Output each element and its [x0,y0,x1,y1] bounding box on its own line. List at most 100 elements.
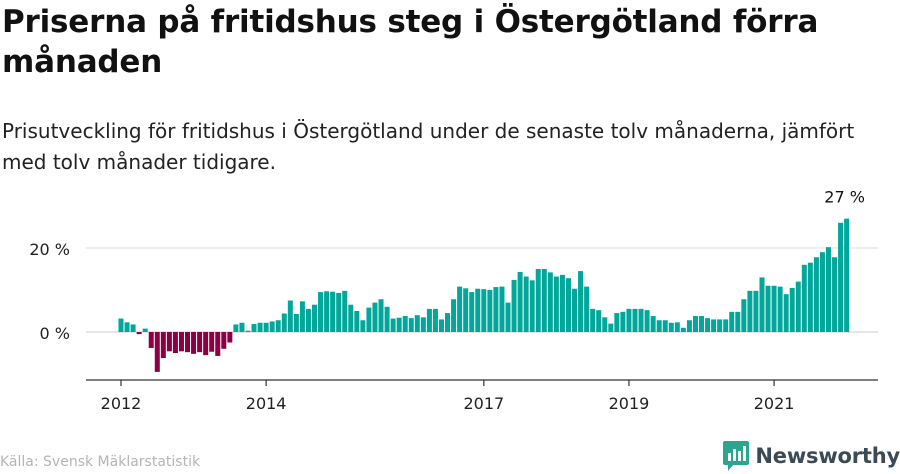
x-tick-label: 2021 [754,394,795,413]
bar [620,311,626,332]
bar [160,332,166,359]
bar [475,288,481,332]
bar [354,311,360,332]
bar [596,310,602,332]
bar [318,292,324,332]
bar [783,294,789,332]
brand-logo: Newsworthy [723,440,900,472]
bar [602,317,608,332]
bar [324,291,330,332]
bar [819,252,825,332]
bar [209,332,215,352]
bar [644,310,650,332]
bar [523,276,529,332]
bar-chart: 0 % 20 % 2012 2014 2017 2019 2021 27 % [29,188,878,413]
bar [632,308,638,332]
bar [559,274,565,332]
bar [741,299,747,332]
bar [233,324,239,332]
bar [178,332,184,352]
bar [366,307,372,332]
bar [396,317,402,332]
newsworthy-logo-icon [723,441,750,471]
bar [185,332,191,353]
bar [269,321,275,332]
bar [541,269,547,332]
bar [668,322,674,332]
bar [692,316,698,332]
chart-title: Priserna på fritidshus steg i Östergötla… [2,4,819,80]
bar [136,332,142,335]
bar [293,313,299,332]
bar [330,291,336,332]
bar [505,302,511,332]
bar [529,280,535,332]
bar [662,320,668,332]
bar [626,308,632,332]
bar [711,319,717,332]
bar [360,320,366,332]
bar [553,276,559,332]
bar [469,292,475,332]
bar [215,332,221,356]
bar [227,332,233,343]
bar [674,322,680,332]
x-axis-ticks: 2012 2014 2017 2019 2021 [101,380,795,413]
bar [584,286,590,332]
bar [656,320,662,332]
bar [777,286,783,332]
bar [729,311,735,332]
x-tick-label: 2014 [246,394,287,413]
bar [426,308,432,332]
bar [511,279,517,332]
bar [257,322,263,332]
bar [590,308,596,332]
bar [197,332,203,353]
bar [493,287,499,332]
bar [275,320,281,332]
bar [251,324,257,332]
bar [390,318,396,332]
bar [420,317,426,332]
bar [263,322,269,332]
bar [614,313,620,332]
bar [771,285,777,332]
bar [535,269,541,332]
bar [408,318,414,332]
last-value-label: 27 % [824,188,865,207]
bar [844,218,850,332]
bar [142,328,148,332]
bar [245,330,251,332]
bar [203,332,209,356]
bar [801,264,807,332]
bar [481,289,487,332]
bar [638,308,644,332]
bar [384,306,390,332]
bar [348,304,354,332]
bar [287,300,293,332]
bar [699,316,705,332]
bar [154,332,160,372]
bar [578,271,584,332]
source-note: Källa: Svensk Mäklarstatistik [0,454,201,470]
x-tick-label: 2012 [101,394,142,413]
bar [608,323,614,332]
bar [753,290,759,332]
bar [547,272,553,332]
bar [463,288,469,332]
bar [813,257,819,332]
bar [172,332,178,353]
chart-subtitle: Prisutveckling för fritidshus i Östergöt… [2,119,855,174]
x-tick-label: 2019 [609,394,650,413]
bar [517,271,523,332]
bar [832,257,838,332]
bar [705,318,711,332]
bar [166,332,172,352]
bar [457,286,463,332]
bar [124,322,130,332]
bar [789,287,795,332]
bar [572,288,578,332]
bar [565,278,571,332]
bar [191,332,197,354]
bar [148,332,154,348]
